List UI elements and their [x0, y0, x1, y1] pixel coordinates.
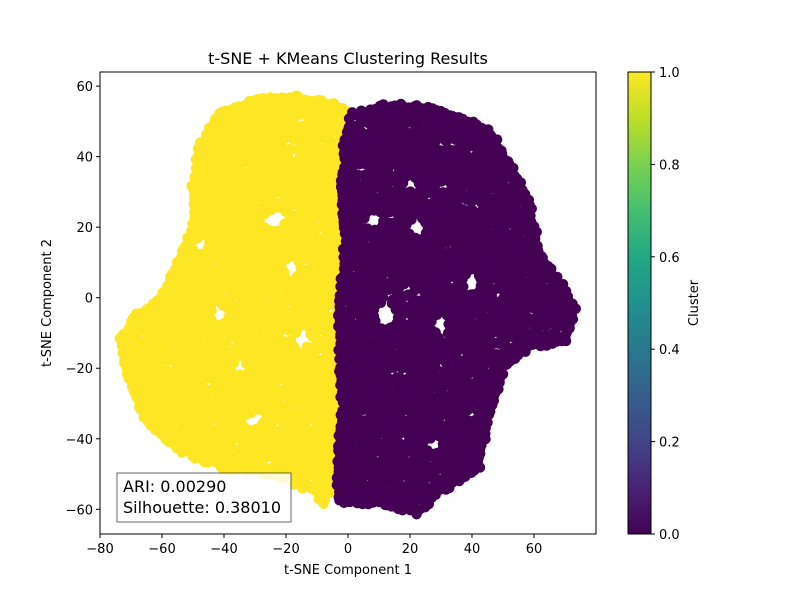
scatter-point: [488, 295, 499, 306]
x-axis-label: t-SNE Component 1: [284, 563, 412, 578]
scatter-point: [205, 299, 217, 311]
x-tick-label: −60: [148, 542, 175, 557]
colorbar-tick-label: 0.6: [659, 251, 680, 266]
x-tick-label: 40: [464, 542, 481, 557]
colorbar-tick-label: 0.0: [659, 528, 680, 543]
scatter-point: [294, 144, 306, 155]
y-axis: −60 −40 −20 0 20 40 60: [66, 80, 100, 518]
ari-score-text: ARI: 0.00290: [123, 477, 226, 496]
x-tick-label: −20: [272, 542, 299, 557]
y-tick-label: −60: [66, 503, 93, 518]
x-tick-label: 60: [526, 542, 543, 557]
colorbar-tick-label: 0.4: [659, 343, 680, 358]
colorbar-label: Cluster: [687, 279, 702, 326]
scatter-point: [343, 113, 355, 124]
metrics-box: ARI: 0.00290 Silhouette: 0.38010: [116, 472, 292, 523]
y-tick-label: −20: [66, 362, 93, 377]
colorbar-tick-label: 1.0: [659, 66, 680, 81]
y-tick-label: 40: [76, 151, 93, 166]
colorbar-gradient: [627, 71, 652, 535]
y-tick-label: −40: [66, 433, 93, 448]
scatter-point: [258, 137, 270, 148]
colorbar-tick-label: 0.2: [659, 436, 680, 451]
silhouette-score-text: Silhouette: 0.38010: [123, 498, 281, 517]
scatter-point: [279, 267, 290, 278]
x-tick-label: 20: [402, 542, 419, 557]
colorbar-ticks: 0.0 0.2 0.4 0.6 0.8 1.0: [651, 66, 680, 543]
scatter-point: [158, 388, 169, 400]
y-tick-label: 60: [76, 80, 93, 95]
y-axis-label: t-SNE Component 2: [40, 239, 55, 367]
scatter-point: [285, 143, 296, 155]
x-tick-label: −80: [86, 542, 113, 557]
scatter-points: [114, 90, 582, 520]
scatter-point: [247, 142, 259, 154]
scatter-point: [199, 401, 211, 413]
scatter-point: [289, 119, 301, 131]
colorbar: 0.0 0.2 0.4 0.6 0.8 1.0 Cluster: [627, 66, 702, 543]
colorbar-tick-label: 0.8: [659, 158, 680, 173]
scatter-point: [430, 327, 441, 338]
x-tick-label: −40: [210, 542, 237, 557]
scatter-point: [152, 414, 163, 425]
x-tick-label: 0: [344, 542, 352, 557]
scatter-point: [276, 92, 288, 103]
x-axis: −80 −60 −40 −20 0 20 40 60: [86, 534, 542, 557]
y-tick-label: 0: [85, 292, 93, 307]
y-tick-label: 20: [76, 221, 93, 236]
scatter-point: [242, 424, 254, 435]
chart-title: t-SNE + KMeans Clustering Results: [208, 49, 488, 68]
